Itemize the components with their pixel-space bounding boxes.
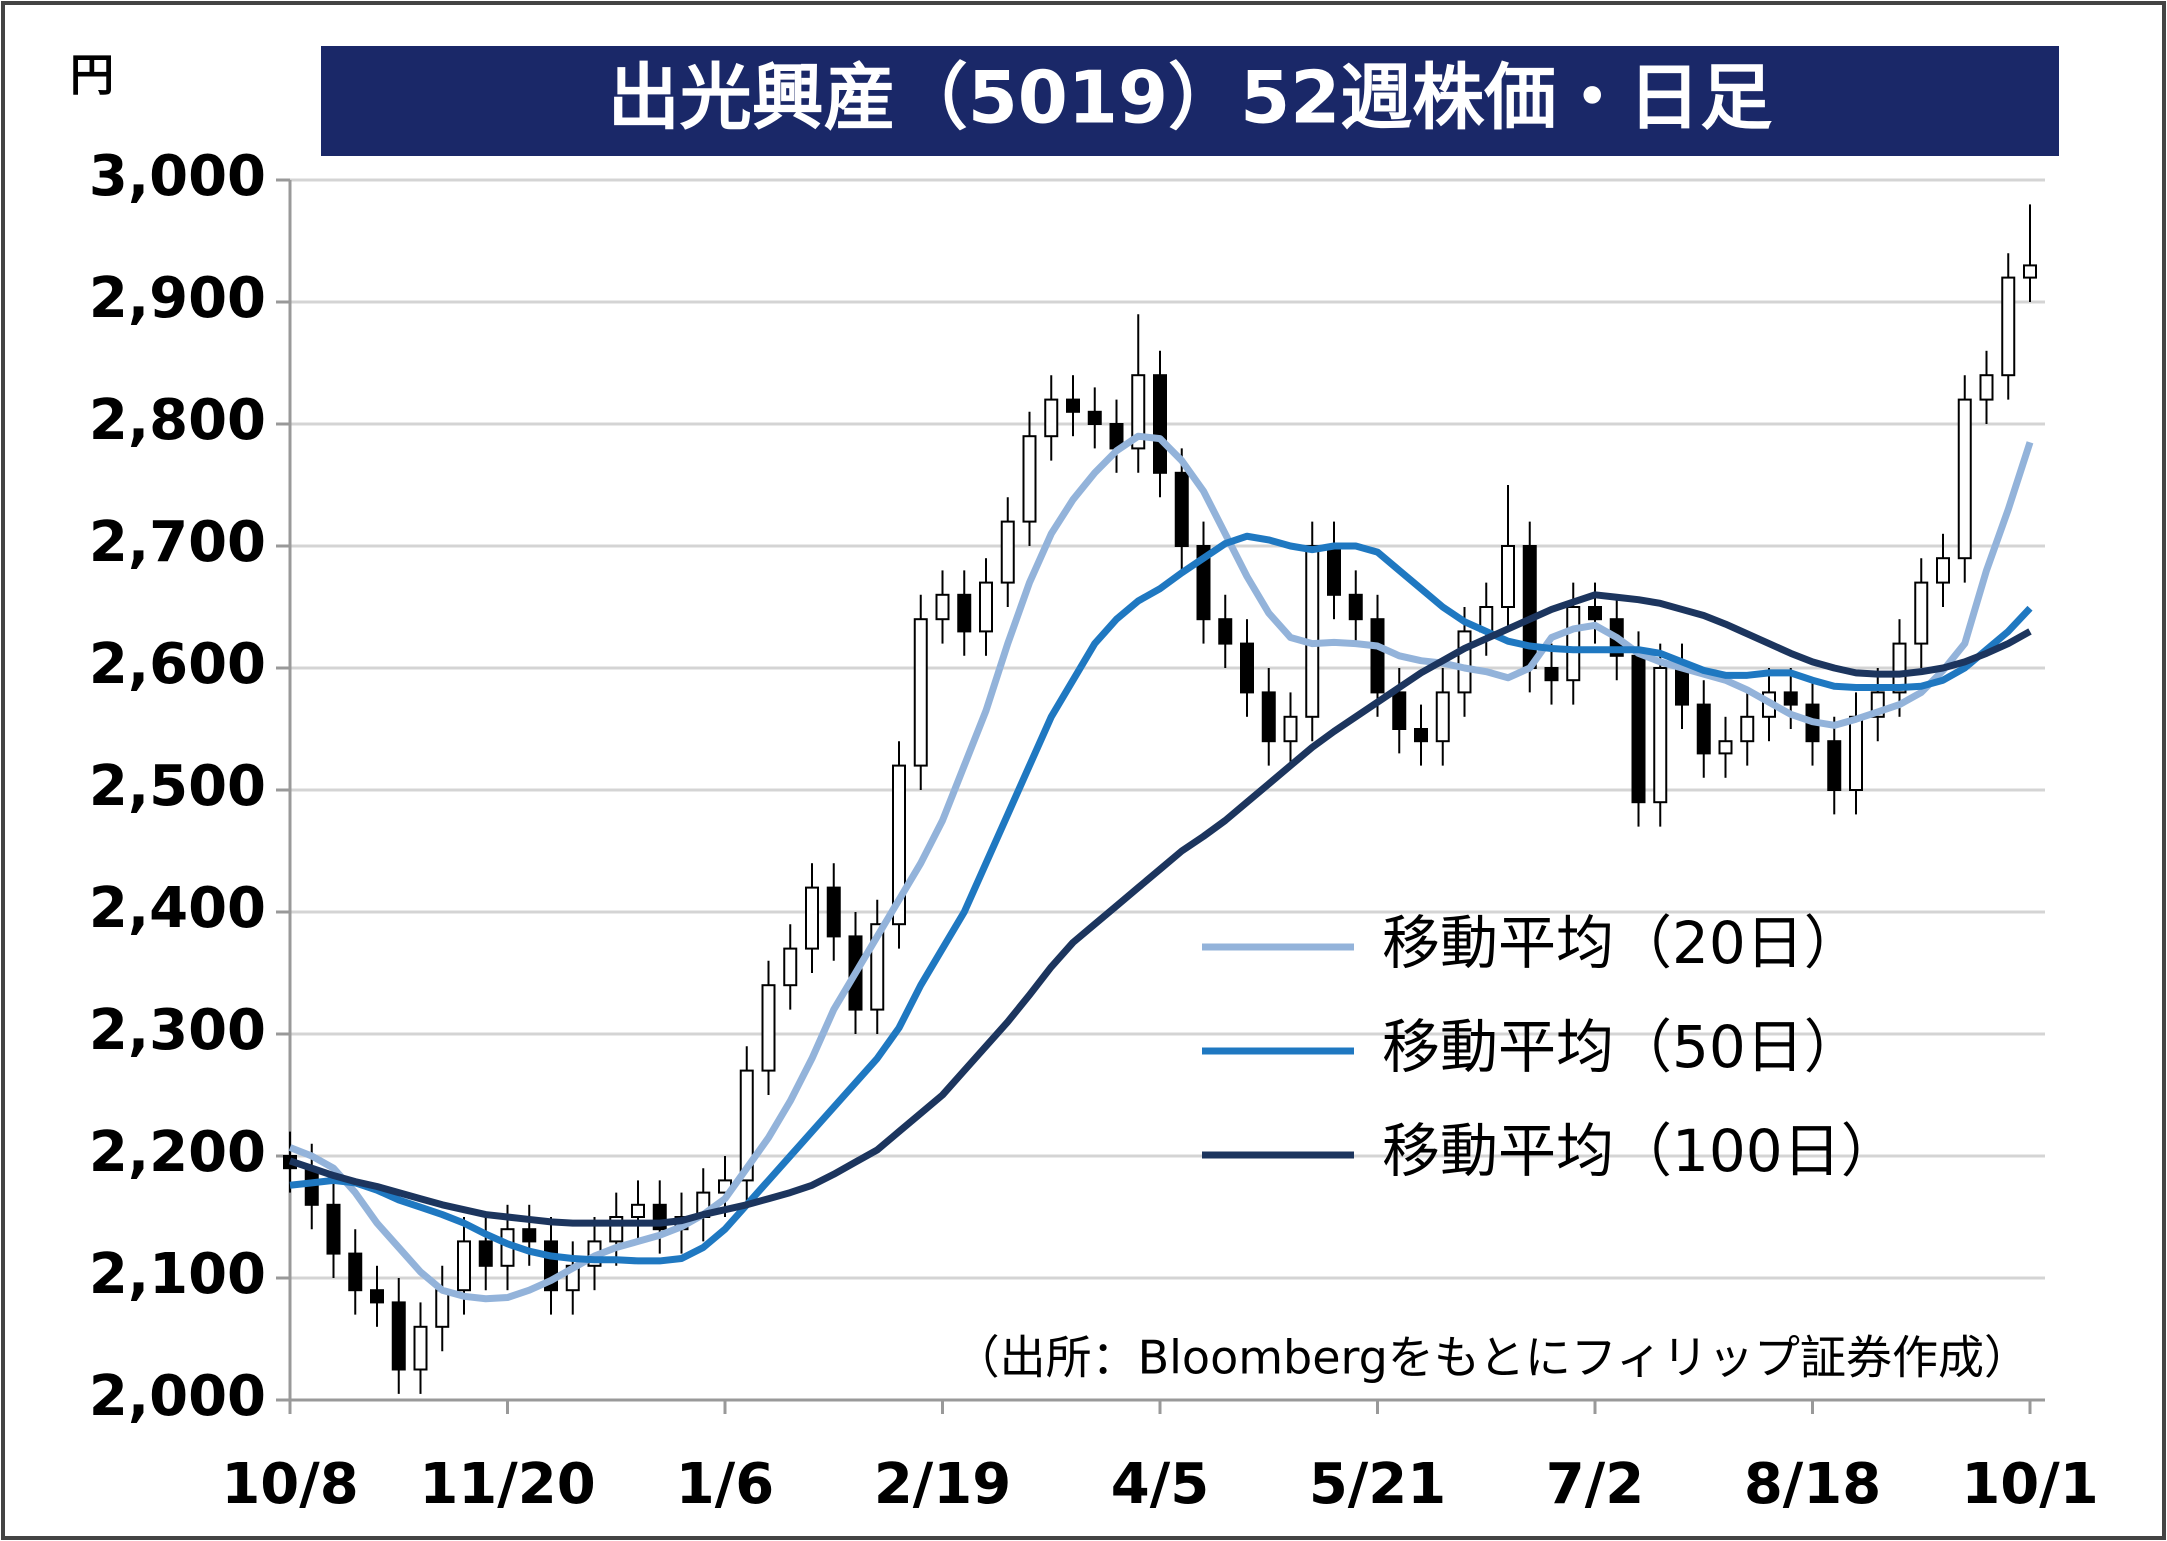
candle-body (370, 1289, 384, 1304)
candle-body (1044, 398, 1059, 438)
candle-body (1174, 471, 1189, 547)
y-tick-label: 2,200 (89, 1120, 266, 1185)
y-tick-label: 2,700 (89, 510, 266, 575)
candle-body (457, 1240, 471, 1292)
candle-body (1392, 691, 1407, 731)
y-tick-label: 2,500 (89, 754, 266, 819)
candle-body (935, 593, 950, 621)
candle-body (1153, 374, 1167, 474)
candle-body (1849, 715, 1863, 791)
x-tick-label: 10/8 (221, 1452, 358, 1517)
candle-body (391, 1301, 406, 1371)
candle-body (1000, 520, 1015, 584)
candle-body (1414, 728, 1428, 743)
y-tick-label: 2,100 (89, 1242, 266, 1307)
candle-body (1457, 630, 1472, 694)
candle-body (1327, 545, 1341, 596)
candle-body (1240, 642, 1254, 694)
legend-label: 移動平均（20日） (1382, 909, 1862, 977)
candle-body (1740, 715, 1755, 743)
y-tick-label: 2,300 (89, 998, 266, 1063)
candle-body (1675, 667, 1689, 706)
candle-body (522, 1228, 537, 1243)
candle-body (1087, 410, 1102, 425)
candle-body (348, 1252, 363, 1292)
candle-body (913, 618, 928, 767)
candle-body (1653, 667, 1668, 804)
candle-body (1131, 374, 1146, 450)
candle-body (1914, 581, 1929, 645)
moving-average-line (288, 432, 2034, 1303)
candle-body (1827, 740, 1842, 792)
moving-average-line (288, 591, 2032, 1227)
candle-body (805, 886, 819, 950)
candle-body (1501, 545, 1515, 608)
x-tick-label: 7/2 (1546, 1452, 1644, 1517)
chart-title: 出光興産（5019）52週株価・日足 (608, 56, 1773, 140)
candle-body (1631, 654, 1646, 804)
candle-body (326, 1203, 341, 1255)
candle-body (1957, 398, 1972, 560)
legend-label: 移動平均（100日） (1382, 1117, 1899, 1185)
candle-body (979, 581, 993, 633)
candle-body (1566, 606, 1581, 682)
moving-average-line (289, 532, 2033, 1265)
candle-body (1696, 703, 1711, 755)
candle-body (892, 764, 906, 926)
candle-body (1218, 618, 1233, 645)
candle-body (957, 593, 972, 633)
candle-body (435, 1289, 450, 1328)
candle-body (1892, 642, 1907, 694)
candle-body (1283, 715, 1298, 743)
candle-body (1979, 374, 1994, 401)
candle-body (478, 1240, 493, 1267)
candle-body (1066, 398, 1080, 413)
x-tick-label: 8/18 (1744, 1452, 1881, 1517)
x-tick-label: 2/19 (874, 1452, 1011, 1517)
candle-body (1588, 606, 1602, 621)
candle-body (1370, 618, 1385, 694)
y-tick-label: 2,800 (89, 388, 266, 453)
candle-body (413, 1325, 428, 1371)
y-tick-label: 3,000 (89, 144, 266, 209)
y-tick-label: 2,600 (89, 632, 266, 697)
candle-body (1022, 435, 1037, 523)
candle-body (1936, 557, 1950, 584)
candle-body (1718, 740, 1733, 755)
candle-body (1783, 691, 1798, 706)
candle-body (1261, 691, 1276, 743)
y-tick-label: 2,900 (89, 266, 266, 331)
candle-body (783, 947, 798, 987)
candle-body (1435, 691, 1450, 743)
x-tick-label: 1/6 (676, 1452, 774, 1517)
candle-body (826, 886, 841, 938)
candle-body (1305, 545, 1320, 718)
y-tick-label: 2,000 (89, 1364, 266, 1429)
source-note: （出所：Bloombergをもとにフィリップ証券作成） (954, 1331, 2030, 1385)
legend-label: 移動平均（50日） (1382, 1013, 1862, 1081)
candle-body (2023, 264, 2037, 279)
candle-body (761, 984, 776, 1072)
x-tick-label: 11/20 (419, 1452, 595, 1517)
y-tick-label: 2,400 (89, 876, 266, 941)
candle-body (1544, 667, 1559, 682)
candle-body (739, 1069, 754, 1182)
y-unit: 円 (70, 50, 114, 101)
x-tick-label: 10/1 (1961, 1452, 2098, 1517)
title-band (321, 46, 2059, 156)
x-tick-label: 5/21 (1309, 1452, 1446, 1517)
candle-body (1348, 593, 1363, 621)
x-tick-label: 4/5 (1111, 1452, 1209, 1517)
candle-body (2001, 276, 2016, 377)
candle-body (631, 1203, 645, 1219)
